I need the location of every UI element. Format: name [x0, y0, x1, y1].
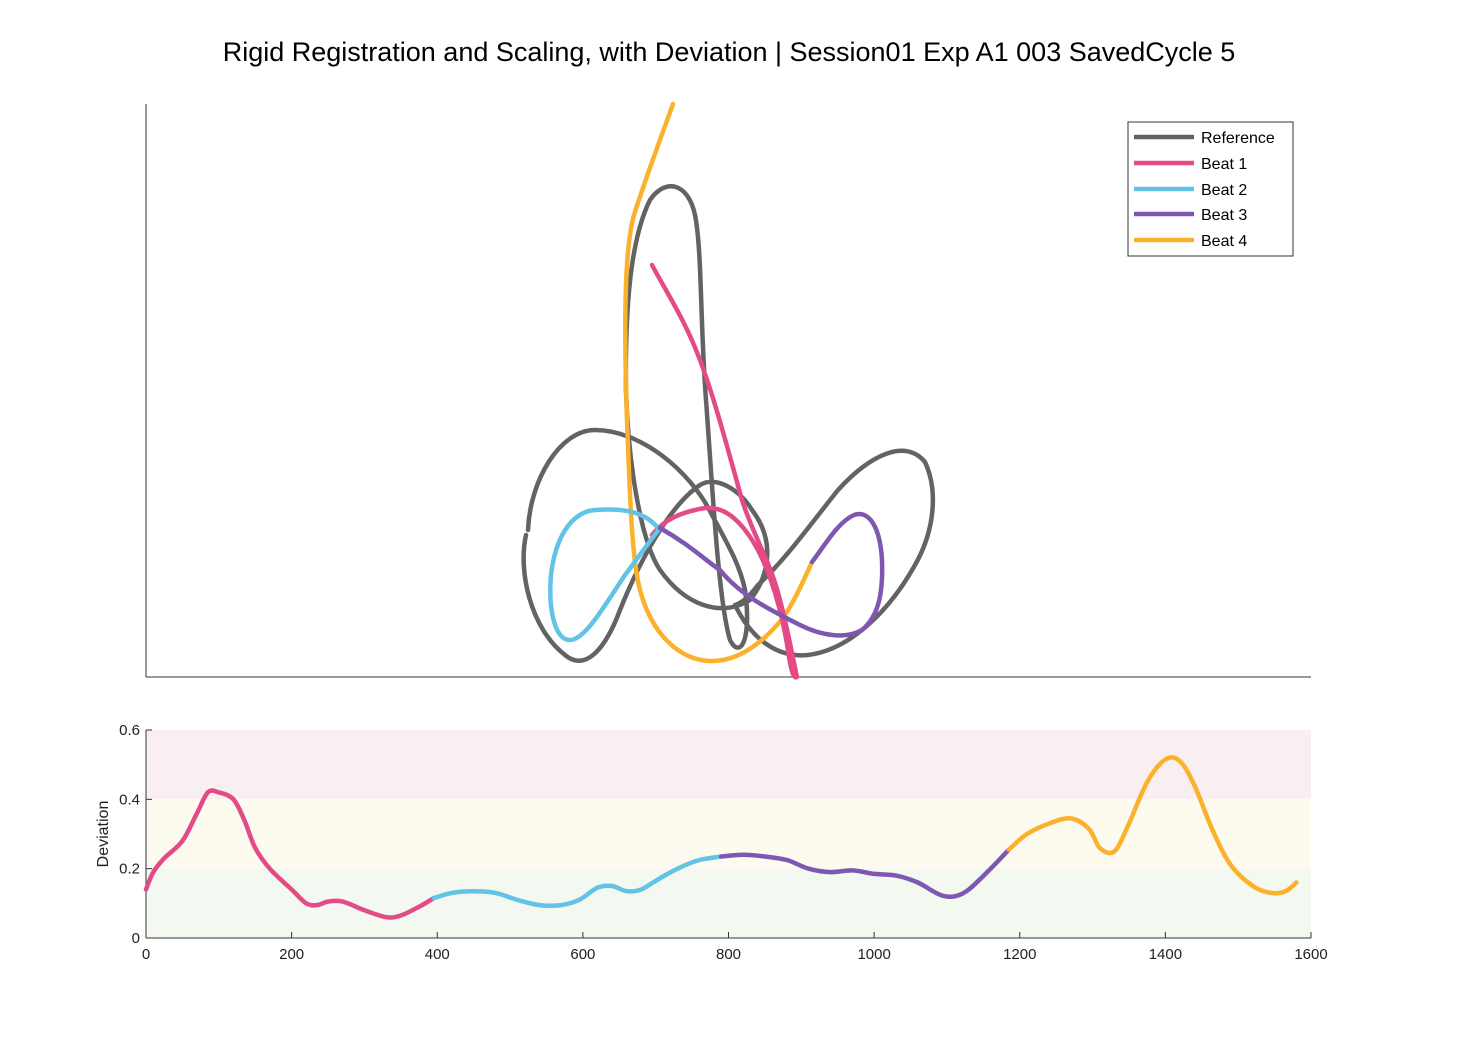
legend-box	[1127, 121, 1294, 257]
legend-entry-beat-1: Beat 1	[1134, 156, 1247, 173]
deviation-bands	[146, 730, 1311, 938]
x-tick-label: 1000	[857, 946, 890, 963]
legend-label-reference: Reference	[1201, 130, 1275, 147]
legend-label-beat-3: Beat 3	[1201, 207, 1247, 224]
x-tick-label: 0	[142, 946, 150, 963]
beat-2-trajectory	[548, 507, 663, 643]
y-tick-label: 0.6	[119, 722, 140, 739]
chart-title: Rigid Registration and Scaling, with Dev…	[223, 37, 1236, 67]
deviation-line-beat-3	[718, 847, 1012, 900]
y-tick-label: 0.2	[119, 861, 140, 878]
x-tick-label: 1600	[1294, 946, 1327, 963]
x-tick-label: 600	[570, 946, 595, 963]
y-tick-label: 0.4	[119, 791, 140, 808]
deviation-line-beat-1	[143, 788, 436, 920]
deviation-plot: 0 200 400 600 800 1000 1200 1400 160000.20.40.6 …	[95, 722, 1328, 963]
legend-entry-beat-4: Beat 4	[1134, 233, 1247, 250]
x-tick-label: 800	[716, 946, 741, 963]
deviation-y-label: Deviation	[95, 801, 112, 868]
beat-4-trajectory	[623, 101, 815, 664]
deviation-line-beat-4	[1006, 755, 1299, 896]
legend-label-beat-2: Beat 2	[1201, 182, 1247, 199]
deviation-line-beat-2	[431, 854, 724, 908]
deviation-series	[143, 755, 1299, 920]
legend-entry-reference: Reference	[1134, 130, 1275, 147]
legend: Reference Beat 1 Beat 2 Beat 3 Beat 4	[1127, 121, 1294, 257]
y-tick-label: 0	[132, 930, 140, 947]
x-tick-label: 1400	[1149, 946, 1182, 963]
legend-label-beat-1: Beat 1	[1201, 156, 1247, 173]
beat-1-trajectory	[649, 262, 800, 680]
reference-trajectory	[521, 184, 770, 663]
legend-entry-beat-3: Beat 3	[1134, 207, 1247, 224]
legend-label-beat-4: Beat 4	[1201, 233, 1247, 250]
x-tick-label: 400	[425, 946, 450, 963]
deviation-band-2	[146, 730, 1311, 800]
legend-entry-beat-2: Beat 2	[1134, 182, 1247, 199]
x-tick-label: 200	[279, 946, 304, 963]
registration-plot: Reference Beat 1 Beat 2 Beat 3 Beat 4	[145, 101, 1311, 680]
x-tick-label: 1200	[1003, 946, 1036, 963]
deviation-axes: 0 200 400 600 800 1000 1200 1400 1600 0 0.2 0.4 0.6	[119, 722, 1328, 963]
beat-3-trajectory	[657, 511, 885, 638]
